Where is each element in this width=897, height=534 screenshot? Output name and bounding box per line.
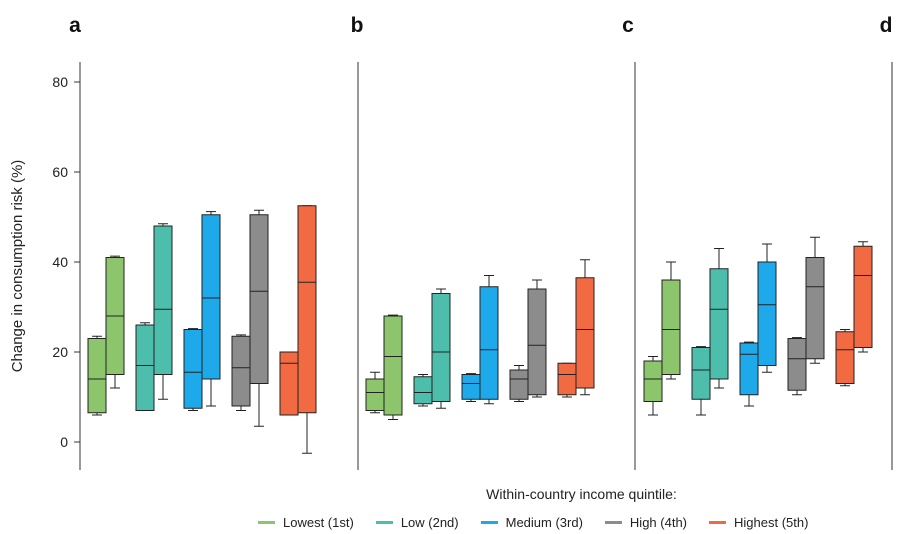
box-body bbox=[557, 362, 577, 396]
box-c-10 bbox=[853, 241, 873, 353]
legend-swatch bbox=[258, 521, 275, 524]
box-c-4 bbox=[709, 248, 729, 389]
box-a-3 bbox=[135, 322, 155, 411]
box-a-9 bbox=[279, 351, 299, 416]
legend-label: Lowest (1st) bbox=[283, 515, 354, 530]
box-body bbox=[183, 329, 203, 409]
legend-swatch bbox=[709, 521, 726, 524]
box-b-4 bbox=[431, 288, 451, 409]
box-b-3 bbox=[413, 374, 433, 407]
box-a-10 bbox=[297, 205, 317, 454]
box-b-10 bbox=[575, 259, 595, 396]
box-body bbox=[413, 376, 433, 405]
box-marks-layer bbox=[87, 205, 873, 454]
legend-swatch bbox=[375, 521, 393, 524]
box-a-5 bbox=[183, 328, 203, 411]
panel-label-d: d bbox=[880, 14, 893, 37]
box-body bbox=[135, 324, 155, 411]
box-body bbox=[787, 338, 807, 391]
box-b-5 bbox=[461, 373, 481, 402]
box-body bbox=[153, 225, 173, 375]
legend-title: Within-country income quintile: bbox=[486, 486, 677, 502]
legend-item-4: High (4th) bbox=[604, 515, 687, 530]
box-body bbox=[279, 351, 299, 416]
panel-label-b: b bbox=[351, 14, 364, 37]
box-c-8 bbox=[805, 236, 825, 364]
panel-label-c: c bbox=[622, 14, 634, 37]
y-tick-label: 80 bbox=[52, 74, 68, 90]
box-body bbox=[853, 245, 873, 348]
box-c-6 bbox=[757, 243, 777, 373]
legend-label: Highest (5th) bbox=[734, 515, 809, 530]
y-tick-label: 60 bbox=[52, 164, 68, 180]
box-body bbox=[835, 331, 855, 384]
box-a-2 bbox=[105, 255, 125, 389]
y-tick-label: 0 bbox=[60, 434, 68, 450]
box-a-6 bbox=[201, 211, 221, 407]
box-a-1 bbox=[87, 335, 107, 416]
box-c-5 bbox=[739, 341, 759, 407]
y-tick-label: 40 bbox=[52, 254, 68, 270]
box-body bbox=[509, 369, 529, 400]
box-c-2 bbox=[661, 261, 681, 380]
box-body bbox=[87, 338, 107, 414]
box-body bbox=[431, 293, 451, 402]
box-body bbox=[691, 347, 711, 400]
legend-swatch bbox=[480, 521, 498, 524]
box-b-8 bbox=[527, 279, 547, 398]
box-b-7 bbox=[509, 365, 529, 402]
box-c-1 bbox=[643, 356, 663, 416]
box-a-7 bbox=[231, 334, 251, 411]
legend-item-1: Lowest (1st) bbox=[258, 515, 354, 530]
legend-item-5: Highest (5th) bbox=[709, 515, 808, 530]
legend: Lowest (1st) Low (2nd) Medium (3rd) High (4… bbox=[258, 515, 808, 530]
box-a-8 bbox=[249, 209, 269, 427]
legend-item-3: Medium (3rd) bbox=[480, 515, 583, 530]
legend-swatch bbox=[604, 521, 622, 524]
box-body bbox=[661, 279, 681, 375]
box-body bbox=[527, 288, 547, 396]
box-body bbox=[643, 360, 663, 402]
box-b-2 bbox=[383, 314, 403, 420]
legend-label: Medium (3rd) bbox=[505, 515, 583, 530]
box-body bbox=[201, 214, 221, 380]
box-b-1 bbox=[365, 371, 385, 414]
box-body bbox=[231, 335, 251, 407]
box-body bbox=[383, 315, 403, 416]
box-body bbox=[575, 277, 595, 389]
box-body bbox=[709, 268, 729, 380]
box-c-9 bbox=[835, 329, 855, 387]
box-body bbox=[757, 261, 777, 366]
box-body bbox=[739, 342, 759, 396]
box-body bbox=[461, 374, 481, 400]
panel-label-a: a bbox=[69, 14, 81, 37]
box-body bbox=[479, 286, 499, 400]
box-b-6 bbox=[479, 275, 499, 405]
axes-layer: Change in consumption risk (%) 0 20 40 60 80 a… bbox=[9, 14, 893, 470]
box-body bbox=[297, 205, 317, 414]
box-a-4 bbox=[153, 223, 173, 400]
box-b-9 bbox=[557, 362, 577, 398]
legend-item-2: Low (2nd) bbox=[375, 515, 459, 530]
y-axis-label: Change in consumption risk (%) bbox=[9, 160, 26, 373]
box-c-3 bbox=[691, 346, 711, 416]
box-body bbox=[249, 214, 269, 384]
legend-label: High (4th) bbox=[629, 515, 687, 530]
legend-label: Low (2nd) bbox=[400, 515, 459, 530]
box-c-7 bbox=[787, 337, 807, 396]
y-tick-label: 20 bbox=[52, 344, 68, 360]
box-body bbox=[365, 378, 385, 411]
box-body bbox=[805, 257, 825, 360]
